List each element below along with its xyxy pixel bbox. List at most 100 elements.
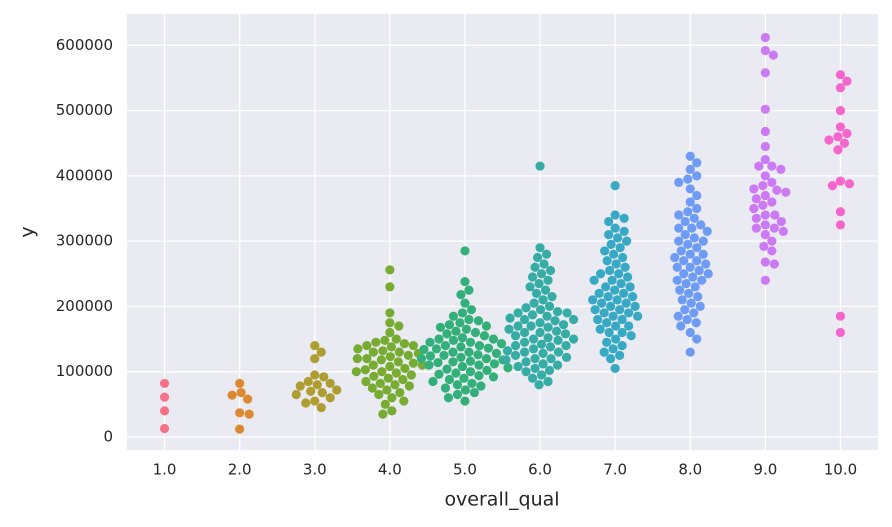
point <box>505 313 515 323</box>
point <box>536 339 547 349</box>
point <box>610 210 620 220</box>
point <box>310 354 320 364</box>
point <box>159 423 170 434</box>
point <box>781 187 791 197</box>
point <box>434 334 444 344</box>
point <box>317 387 327 398</box>
point <box>611 334 621 344</box>
point <box>610 223 620 233</box>
point <box>767 177 777 187</box>
point <box>465 337 476 347</box>
point <box>749 203 759 214</box>
point <box>243 394 253 404</box>
point <box>319 372 329 382</box>
point <box>588 295 598 305</box>
point <box>568 314 579 325</box>
point <box>692 190 702 201</box>
point <box>474 360 484 370</box>
point <box>473 316 484 326</box>
point <box>552 360 563 370</box>
point <box>615 350 625 360</box>
point <box>692 171 702 181</box>
point <box>589 275 599 285</box>
plot-area <box>127 14 878 450</box>
point <box>469 387 480 398</box>
point <box>390 380 400 390</box>
point <box>443 393 454 403</box>
point <box>624 321 634 331</box>
point <box>685 164 695 174</box>
point <box>540 285 551 295</box>
point <box>601 282 611 292</box>
point <box>672 262 682 272</box>
point <box>542 311 552 321</box>
point <box>827 181 838 191</box>
point <box>597 298 607 308</box>
point <box>387 393 397 403</box>
point <box>448 335 459 345</box>
point <box>835 70 846 80</box>
point <box>760 154 770 165</box>
point <box>688 272 698 282</box>
point <box>488 372 499 382</box>
point <box>466 305 477 315</box>
x-tick-label: 1.0 <box>153 461 177 479</box>
point <box>368 360 378 370</box>
point <box>464 285 474 295</box>
point <box>519 347 530 357</box>
point <box>603 292 613 302</box>
point <box>696 220 706 230</box>
point <box>448 347 458 357</box>
point <box>610 181 620 191</box>
point <box>408 358 418 368</box>
point <box>835 176 846 186</box>
point <box>352 354 362 364</box>
point <box>552 307 563 317</box>
point <box>760 45 770 56</box>
point <box>461 324 472 334</box>
point <box>380 399 390 409</box>
point <box>606 301 616 312</box>
point <box>440 340 451 351</box>
point <box>460 385 471 395</box>
point <box>615 305 625 315</box>
point <box>464 347 474 357</box>
point <box>488 334 499 344</box>
point <box>539 259 549 269</box>
point <box>679 269 689 279</box>
point <box>451 368 461 378</box>
point <box>481 321 492 331</box>
point <box>839 138 850 148</box>
point <box>535 305 546 315</box>
point <box>481 354 492 364</box>
point <box>689 213 699 223</box>
point <box>675 285 685 295</box>
point <box>622 236 632 246</box>
point <box>406 370 416 380</box>
point <box>460 298 470 308</box>
point <box>398 374 408 385</box>
point <box>680 216 690 227</box>
point <box>385 361 395 372</box>
point <box>751 213 761 223</box>
point <box>442 364 452 374</box>
point <box>452 389 463 400</box>
point <box>760 32 770 43</box>
point <box>617 340 627 351</box>
point <box>369 371 379 381</box>
point <box>419 344 429 355</box>
point <box>535 318 545 328</box>
point <box>306 386 316 396</box>
point <box>605 265 615 276</box>
point <box>489 359 500 369</box>
point <box>456 352 466 362</box>
point <box>835 207 846 217</box>
point <box>439 350 449 360</box>
point <box>616 278 626 289</box>
point <box>692 256 702 266</box>
point <box>760 257 770 267</box>
point <box>561 340 571 351</box>
point <box>633 311 643 321</box>
y-tick-label: 0 <box>103 427 113 445</box>
point <box>698 249 708 259</box>
